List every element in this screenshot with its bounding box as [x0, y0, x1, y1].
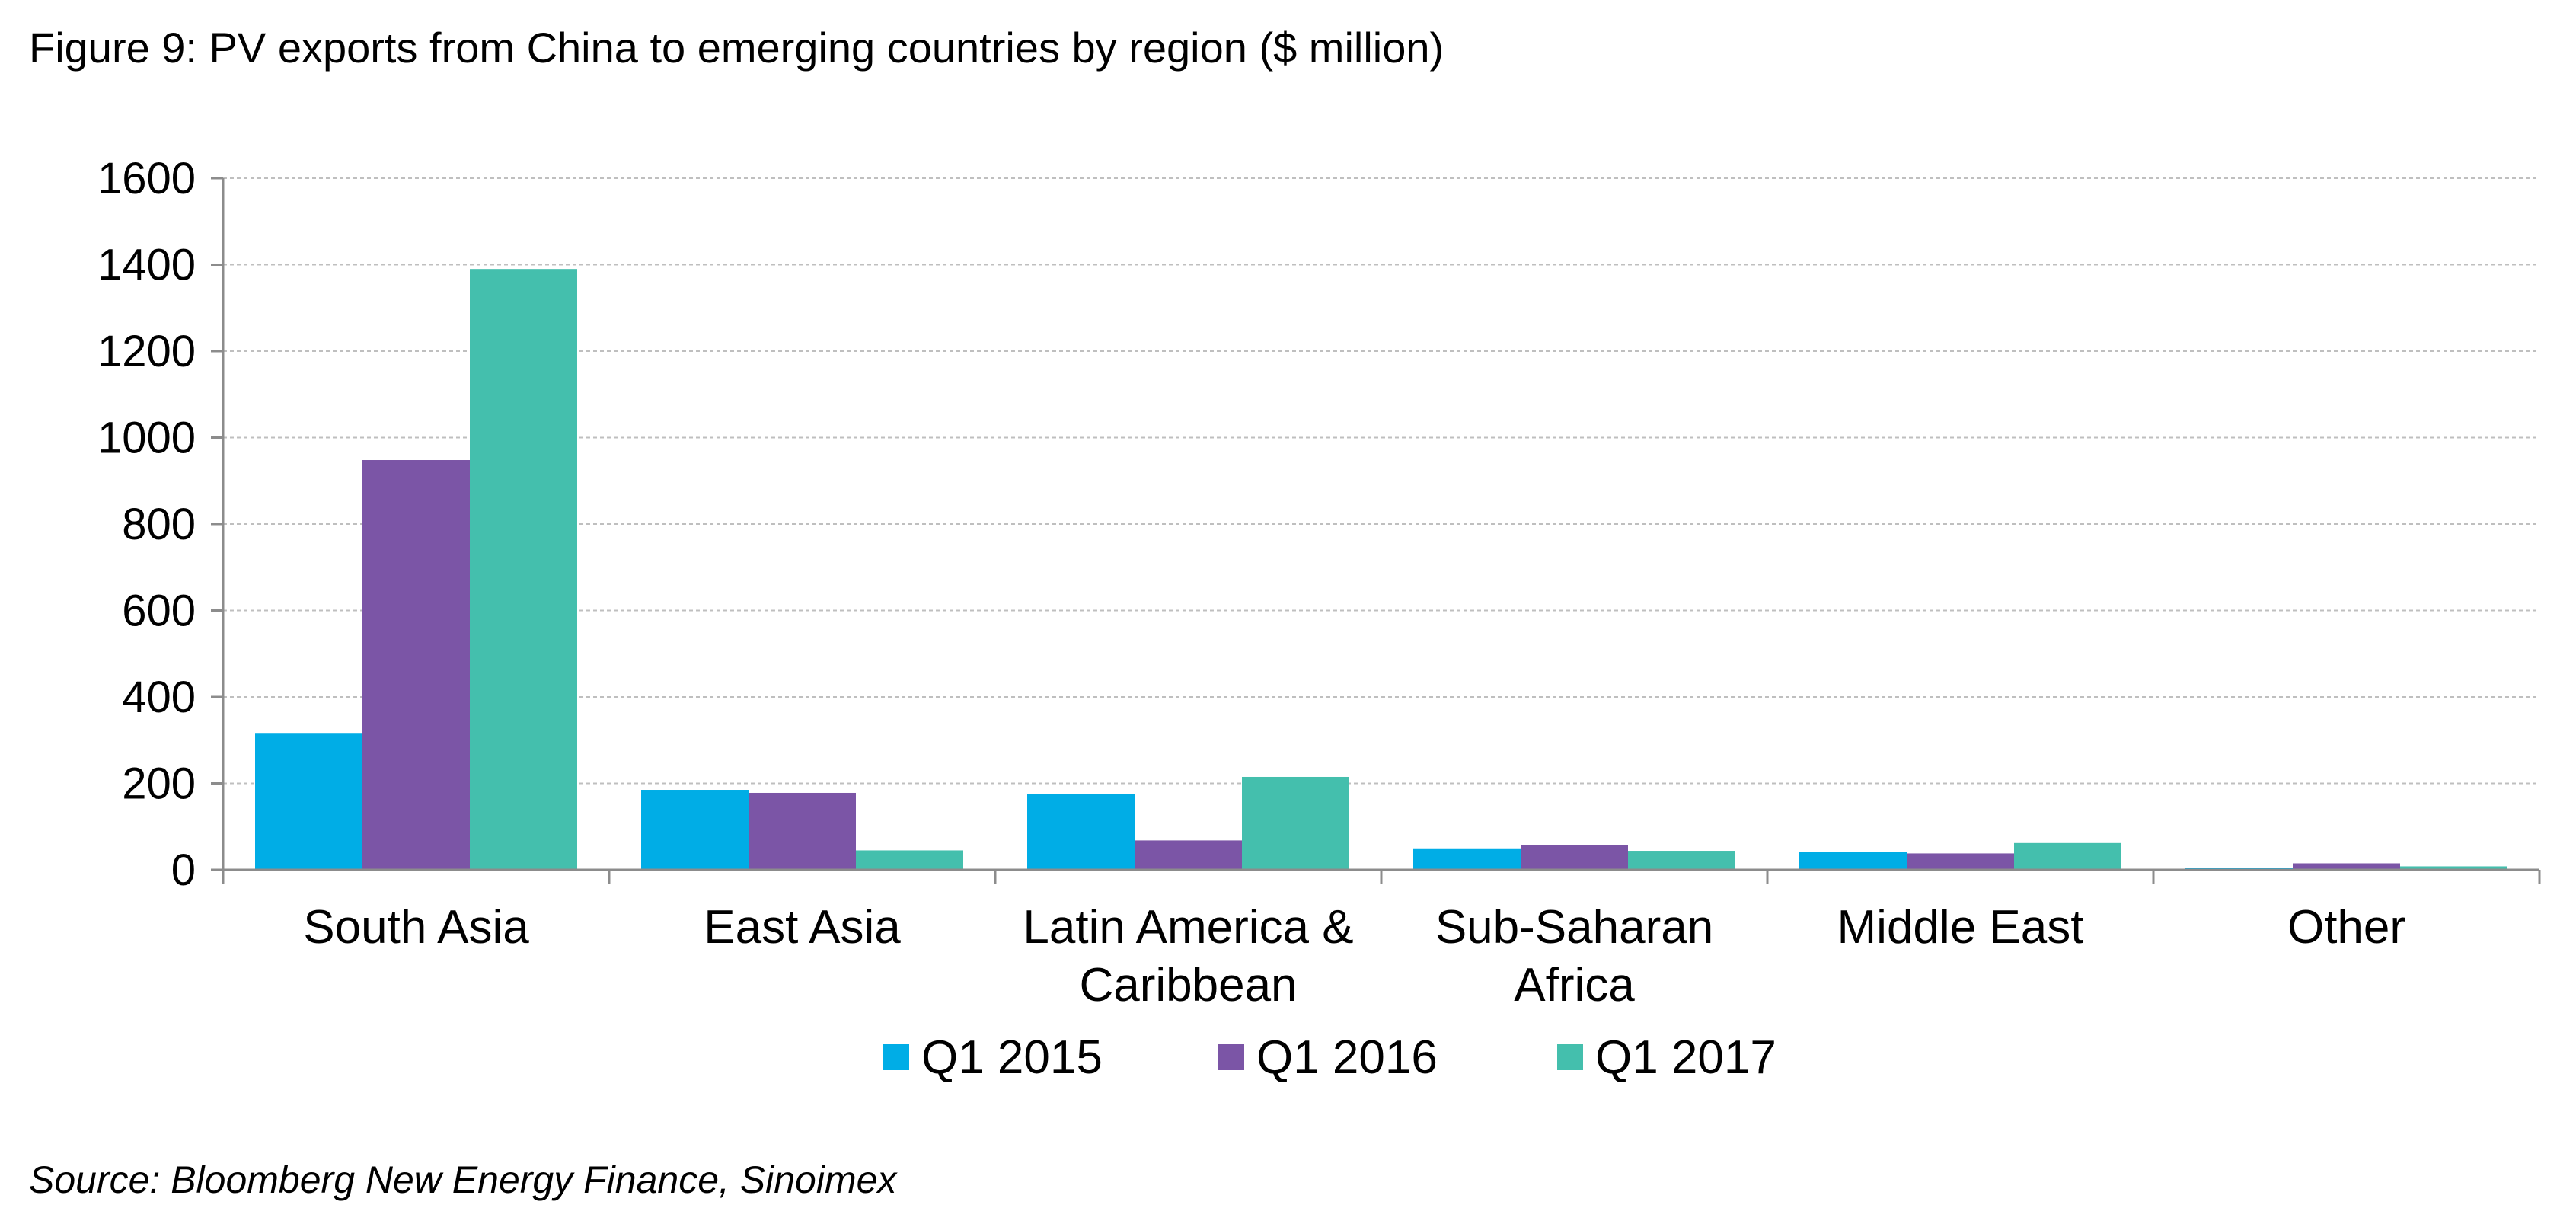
- y-tick-label: 1600: [97, 154, 196, 203]
- y-tick-label: 400: [122, 673, 196, 722]
- x-category-label: South Asia: [303, 901, 529, 954]
- y-tick-label: 1200: [97, 327, 196, 376]
- y-tick-label: 0: [171, 845, 196, 895]
- y-tick-label: 1400: [97, 241, 196, 290]
- y-tick-label: 800: [122, 500, 196, 549]
- source-note: Source: Bloomberg New Energy Finance, Si…: [29, 1158, 897, 1201]
- bar: [1907, 853, 2014, 870]
- bar: [749, 792, 856, 870]
- bar: [470, 269, 577, 870]
- bar: [641, 790, 749, 870]
- bar: [2014, 842, 2121, 870]
- y-tick-label: 200: [122, 759, 196, 809]
- legend-label: Q1 2016: [1256, 1031, 1438, 1084]
- axes: [211, 177, 2541, 884]
- legend-label: Q1 2017: [1595, 1031, 1776, 1084]
- y-axis-ticks: 0 200 400 600 800 1000 1200 1400 1600: [97, 154, 196, 895]
- x-axis-categories: South Asia East Asia Latin America &Caribb…: [303, 901, 2405, 1011]
- x-category-label: Sub-Saharan: [1435, 901, 1713, 954]
- bar: [2293, 863, 2400, 870]
- x-category-label: Africa: [1514, 959, 1635, 1011]
- bars: [255, 269, 2507, 870]
- x-category-label: Other: [2287, 901, 2405, 954]
- y-tick-label: 1000: [97, 414, 196, 463]
- bar: [1027, 794, 1135, 870]
- chart-title: Figure 9: PV exports from China to emerg…: [29, 24, 1444, 72]
- bar: [1413, 848, 1521, 870]
- gridlines: [223, 177, 2539, 785]
- legend: Q1 2015 Q1 2016 Q1 2017: [883, 1031, 1776, 1084]
- bar: [1799, 852, 1907, 870]
- bar: [856, 850, 963, 870]
- bar: [1135, 840, 1242, 870]
- x-category-label: East Asia: [704, 901, 901, 954]
- legend-swatch: [883, 1044, 909, 1070]
- legend-swatch: [1218, 1044, 1244, 1070]
- bar: [255, 733, 362, 870]
- bar: [1521, 845, 1628, 870]
- bar: [362, 460, 470, 870]
- bar: [1628, 851, 1735, 870]
- bar: [2400, 866, 2507, 870]
- bar: [1242, 776, 1349, 870]
- legend-label: Q1 2015: [921, 1031, 1103, 1084]
- x-category-label: Caribbean: [1079, 959, 1297, 1011]
- legend-swatch: [1557, 1044, 1583, 1070]
- x-category-label: Latin America &: [1023, 901, 1353, 954]
- x-category-label: Middle East: [1837, 901, 2084, 954]
- y-tick-label: 600: [122, 586, 196, 636]
